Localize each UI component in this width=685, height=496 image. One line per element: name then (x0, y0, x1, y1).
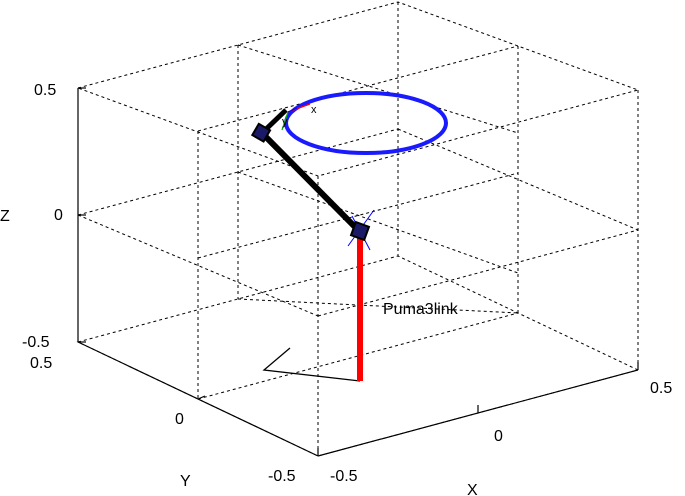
x-tick-right: 0.5 (650, 380, 672, 397)
axis-box (77, 87, 639, 457)
y-tick-bottom: -0.5 (268, 468, 296, 485)
x-tick-mid: 0 (494, 428, 503, 445)
y-axis-label: Y (180, 473, 191, 490)
end-effector-frame: x y (281, 103, 317, 131)
y-tick-mid: 0 (175, 411, 184, 428)
shoulder-joint (349, 220, 371, 242)
z-tick-mid: 0 (54, 207, 63, 224)
x-tick-left: -0.5 (330, 468, 358, 485)
z-axis-label: Z (0, 208, 10, 225)
y-tick-top: 0.5 (30, 355, 52, 372)
z-tick-bottom: -0.5 (22, 334, 50, 351)
x-axis-label: X (467, 482, 478, 496)
elbow-joint (250, 122, 272, 143)
z-tick-top: 0.5 (34, 82, 56, 99)
upper-arm-link (259, 130, 363, 235)
frame-y-label: y (282, 116, 288, 128)
trajectory-circle (284, 91, 448, 155)
robot-name-label: Puma3link (383, 301, 459, 318)
frame-x-label: x (311, 104, 317, 116)
robot-shadow (262, 347, 361, 382)
